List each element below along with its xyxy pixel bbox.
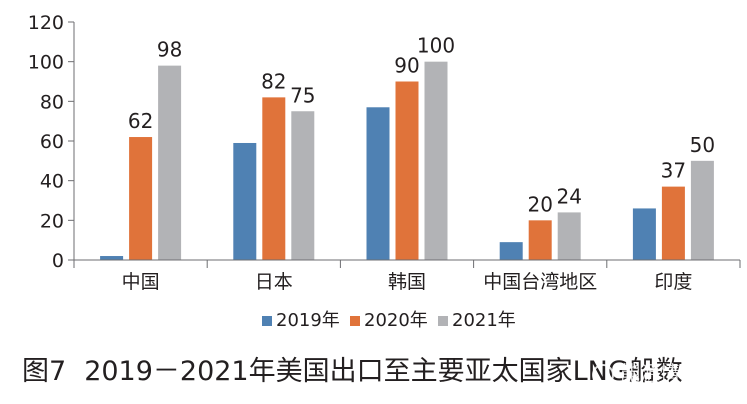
bar bbox=[499, 242, 523, 260]
y-tick-label: 100 bbox=[28, 52, 64, 74]
bar bbox=[557, 212, 581, 260]
data-label: 62 bbox=[128, 109, 153, 133]
y-axis: 0 20 40 60 80 100 120 bbox=[28, 12, 75, 272]
bar bbox=[291, 111, 315, 260]
wechat-icon bbox=[592, 363, 614, 386]
watermark: 能源情报 bbox=[592, 356, 700, 390]
bar bbox=[129, 137, 153, 260]
x-tick-label: 中国台湾地区 bbox=[483, 271, 597, 293]
bar bbox=[262, 97, 286, 260]
data-label: 37 bbox=[661, 159, 686, 183]
bar bbox=[528, 220, 552, 260]
bar bbox=[395, 81, 419, 260]
y-tick-label: 60 bbox=[40, 131, 64, 153]
bar bbox=[690, 160, 714, 260]
legend: 2019年 2020年 2021年 bbox=[262, 310, 516, 331]
bar bbox=[233, 142, 257, 260]
data-label: 50 bbox=[690, 133, 715, 157]
x-tick-label: 韩国 bbox=[388, 271, 426, 293]
data-label: 90 bbox=[394, 54, 419, 78]
x-tick-label: 中国 bbox=[122, 271, 160, 293]
data-label: 75 bbox=[290, 83, 315, 107]
y-tick-label: 40 bbox=[40, 171, 64, 193]
data-label: 100 bbox=[417, 34, 455, 58]
legend-label: 2019年 bbox=[276, 310, 340, 331]
figure-number: 图7 bbox=[22, 356, 67, 387]
figure-title: 2019－2021年美国出口至主要亚太国家LNG船数 bbox=[84, 356, 683, 387]
bar bbox=[632, 208, 656, 260]
y-tick-label: 120 bbox=[28, 12, 64, 34]
bar bbox=[424, 61, 448, 260]
data-label: 20 bbox=[527, 192, 552, 216]
legend-swatch bbox=[350, 316, 360, 326]
legend-swatch bbox=[438, 316, 448, 326]
data-label: 24 bbox=[556, 184, 581, 208]
watermark-text: 能源情报 bbox=[620, 361, 700, 385]
legend-label: 2020年 bbox=[364, 310, 428, 331]
data-label: 98 bbox=[157, 38, 182, 62]
data-label: 82 bbox=[261, 69, 286, 93]
legend-swatch bbox=[262, 316, 272, 326]
bar bbox=[158, 65, 182, 260]
legend-label: 2021年 bbox=[452, 310, 516, 331]
x-tick-label: 日本 bbox=[255, 271, 293, 293]
x-tick-label: 印度 bbox=[654, 271, 692, 293]
y-tick-label: 20 bbox=[40, 210, 64, 232]
bar bbox=[661, 186, 685, 260]
bars bbox=[100, 61, 714, 261]
y-tick-label: 0 bbox=[52, 250, 64, 272]
x-axis: 中国 日本 韩国 中国台湾地区 印度 bbox=[73, 259, 741, 293]
bar bbox=[100, 256, 124, 260]
y-tick-label: 80 bbox=[40, 91, 64, 113]
figure-caption: 图7 2019－2021年美国出口至主要亚太国家LNG船数 bbox=[22, 350, 742, 394]
bar bbox=[366, 107, 390, 261]
